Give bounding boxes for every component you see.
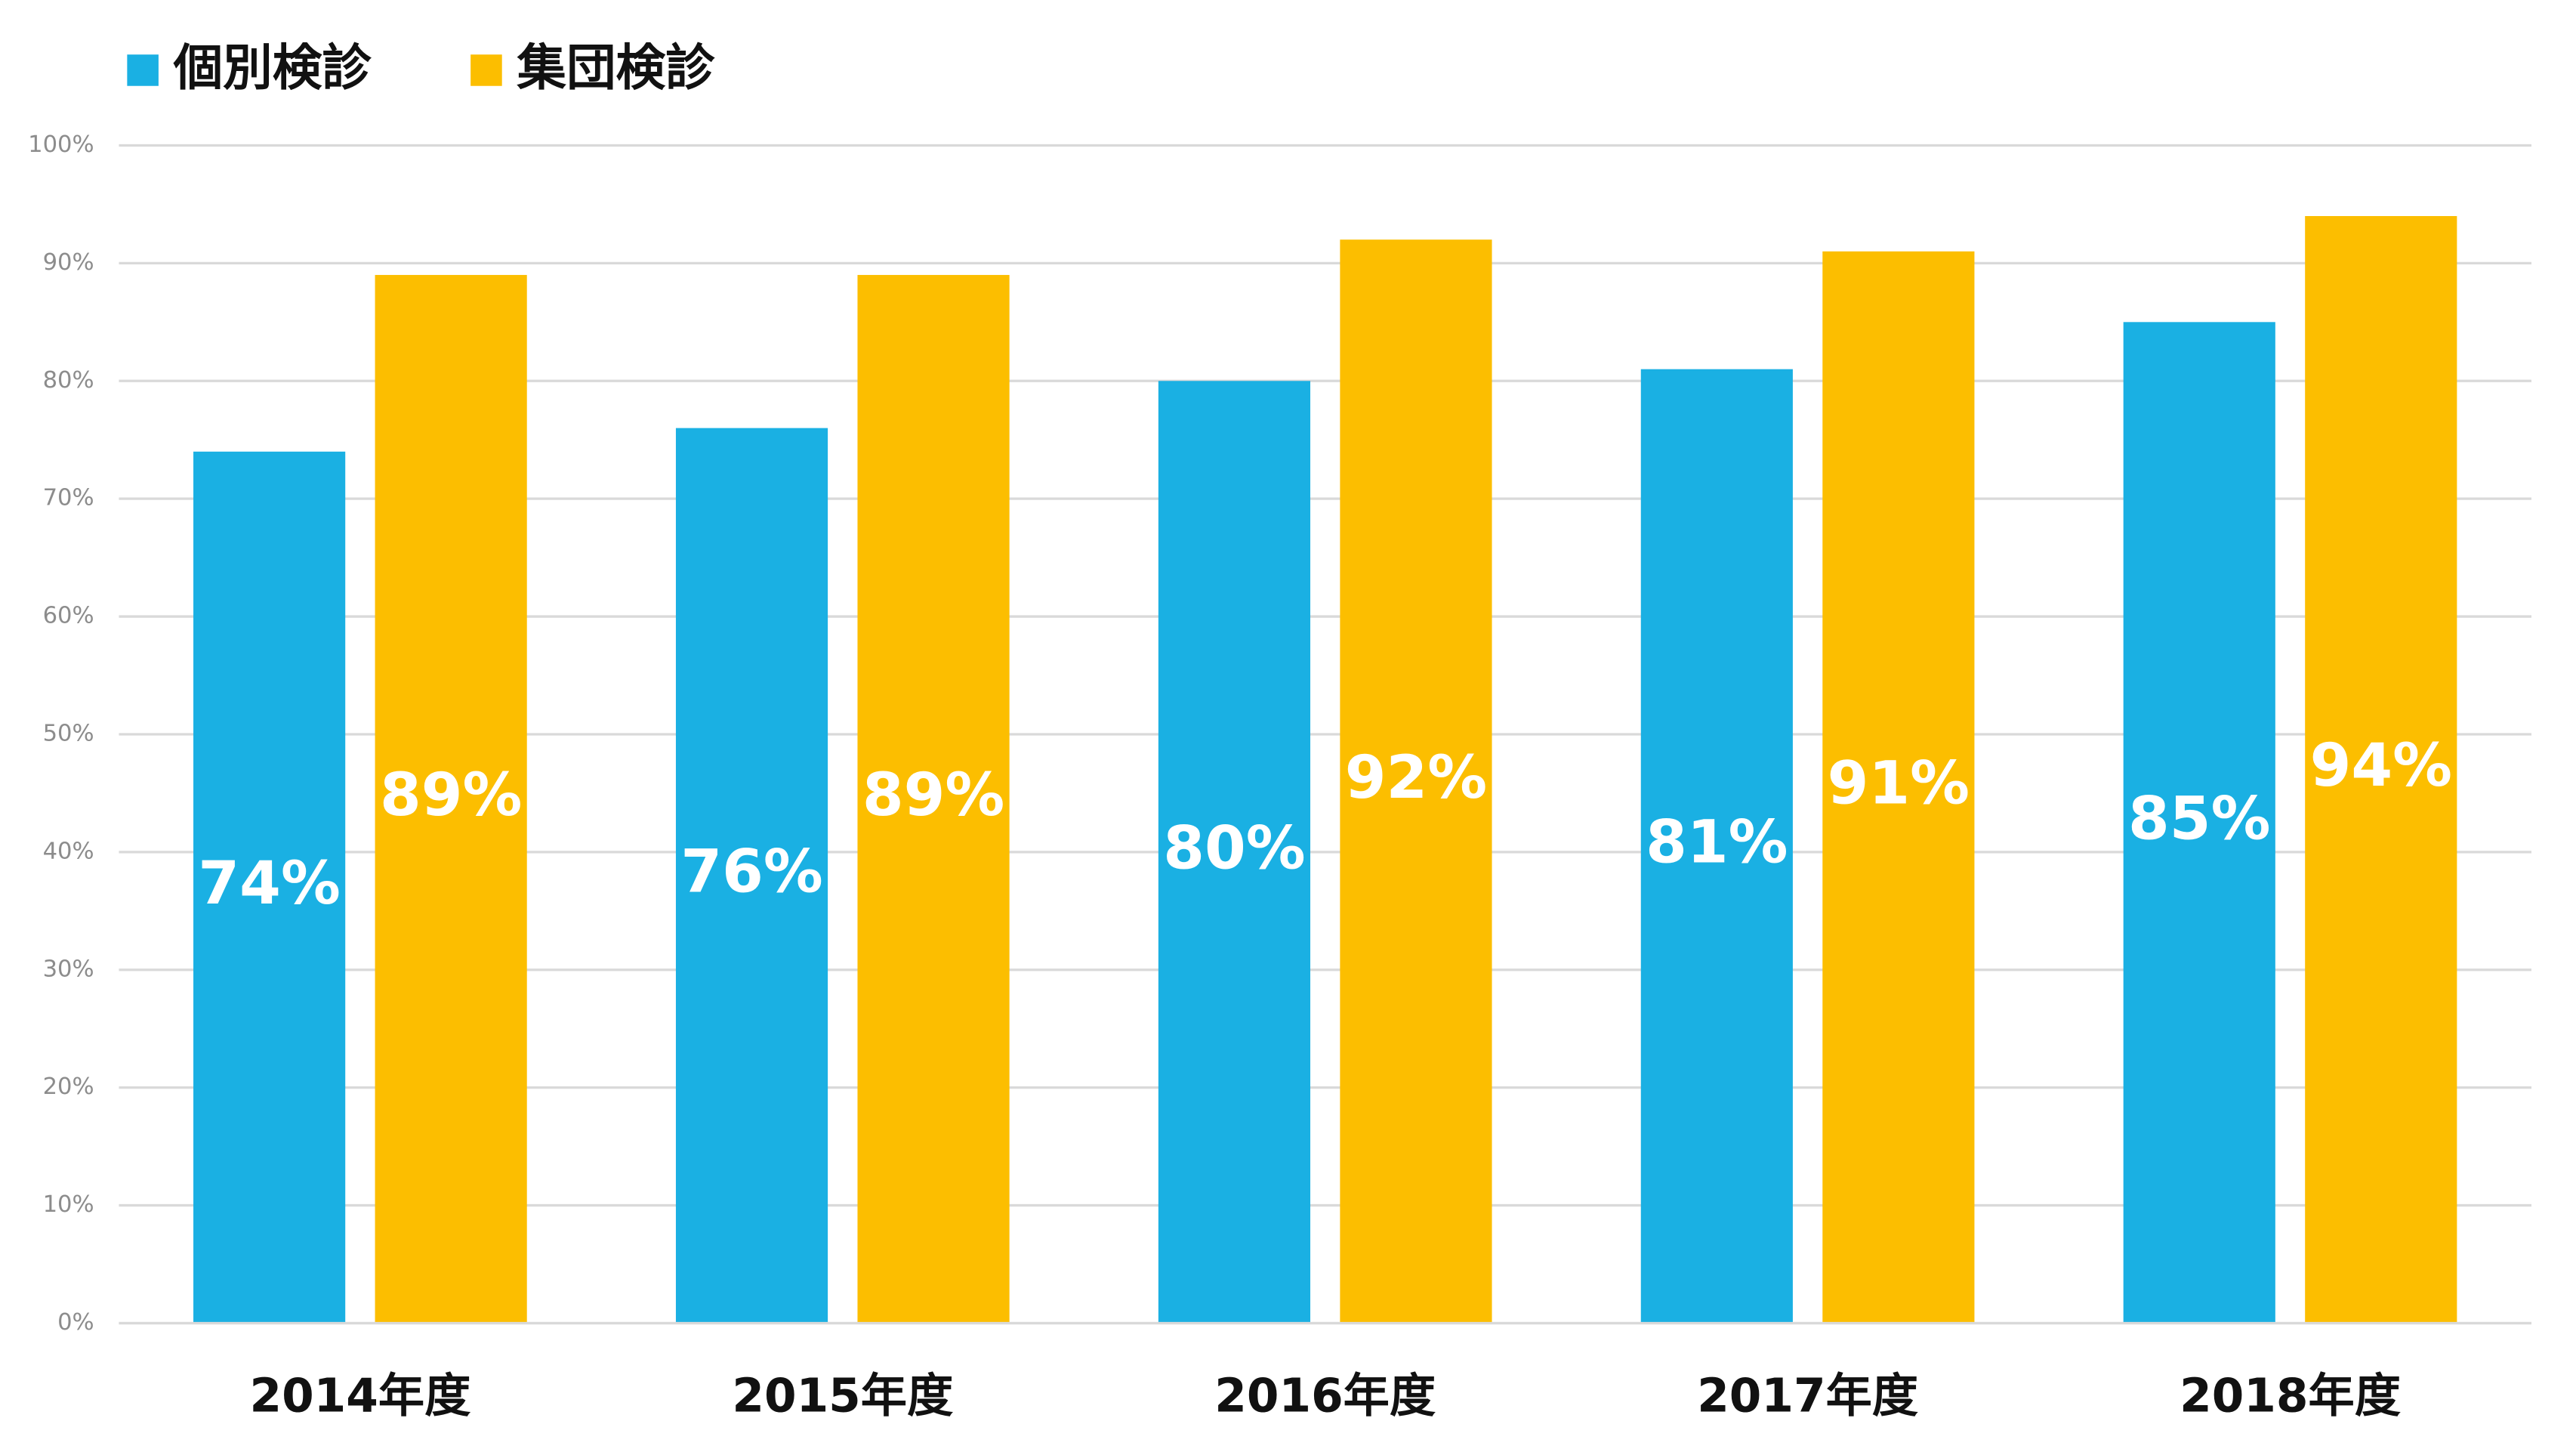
y-tick-label: 30%	[43, 956, 94, 982]
value-label: 89%	[862, 760, 1004, 829]
x-tick-label: 2018年度	[2180, 1370, 2402, 1423]
y-tick-label: 40%	[43, 838, 94, 864]
legend-swatch	[470, 54, 502, 86]
x-tick-label: 2015年度	[732, 1370, 954, 1423]
bar	[857, 274, 1010, 1324]
value-label: 91%	[1828, 749, 1970, 818]
bar	[675, 428, 828, 1324]
legend-label: 個別検診	[173, 39, 372, 97]
bar	[2123, 322, 2275, 1324]
value-label: 89%	[380, 760, 522, 829]
y-tick-label: 70%	[43, 485, 94, 511]
bar	[1158, 381, 1311, 1324]
y-tick-label: 60%	[43, 603, 94, 629]
y-tick-label: 0%	[57, 1309, 94, 1336]
y-tick-label: 50%	[43, 720, 94, 746]
x-tick-label: 2017年度	[1697, 1370, 1919, 1423]
bar	[375, 274, 527, 1324]
value-label: 85%	[2128, 783, 2270, 853]
y-tick-label: 10%	[43, 1191, 94, 1218]
bar	[1822, 251, 1975, 1324]
y-tick-label: 100%	[28, 131, 94, 158]
value-label: 81%	[1646, 808, 1788, 877]
x-tick-label: 2016年度	[1214, 1370, 1436, 1423]
value-label: 76%	[680, 837, 822, 907]
bar	[2305, 216, 2457, 1324]
legend-swatch	[127, 54, 159, 86]
value-label: 92%	[1345, 743, 1487, 812]
y-tick-label: 90%	[43, 249, 94, 276]
legend-label: 集団検診	[516, 39, 715, 97]
x-tick-label: 2014年度	[249, 1370, 471, 1423]
bar	[193, 451, 346, 1324]
value-label: 74%	[198, 848, 340, 918]
bar	[1340, 239, 1492, 1324]
value-label: 94%	[2310, 731, 2452, 800]
value-label: 80%	[1163, 813, 1305, 882]
y-tick-label: 80%	[43, 367, 94, 394]
bar	[1640, 369, 1793, 1324]
y-tick-label: 20%	[43, 1073, 94, 1100]
